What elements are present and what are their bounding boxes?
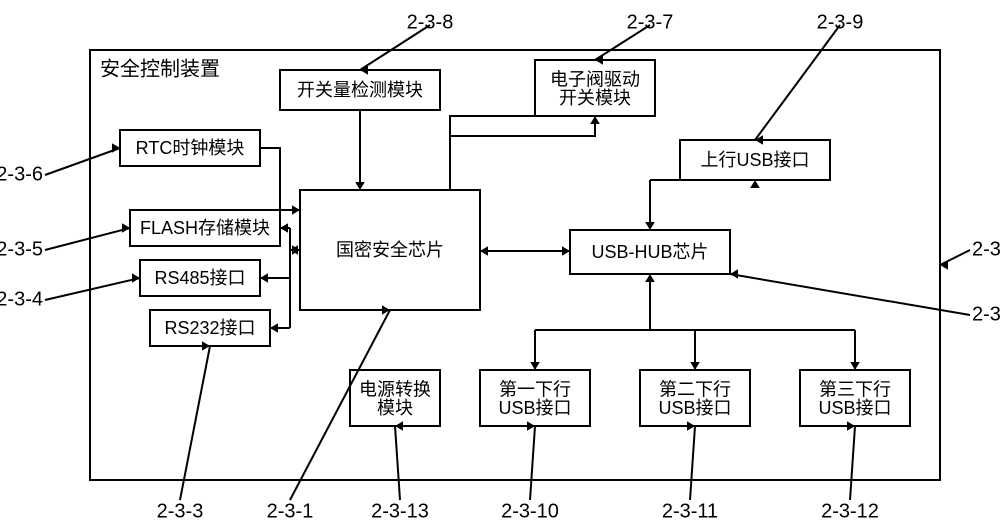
annotation-9: 2-3-1 bbox=[267, 500, 314, 522]
annotation-7: 2-3-2 bbox=[972, 303, 1000, 325]
annotation-13: 2-3-12 bbox=[821, 500, 879, 522]
annotation-10: 2-3-13 bbox=[371, 500, 429, 522]
box-usb2-label-0: 第二下行 bbox=[659, 379, 731, 399]
box-power-label-0: 电源转换 bbox=[359, 379, 431, 399]
box-flash-label: FLASH存储模块 bbox=[140, 218, 270, 238]
annotation-11: 2-3-10 bbox=[501, 500, 559, 522]
annotation-12: 2-3-11 bbox=[662, 500, 718, 522]
box-hub-label: USB-HUB芯片 bbox=[591, 242, 708, 262]
annotation-8: 2-3-3 bbox=[157, 500, 204, 522]
box-usb1-label-0: 第一下行 bbox=[499, 379, 571, 399]
annotation-0: 2-3-8 bbox=[407, 11, 454, 33]
box-rtc-label: RTC时钟模块 bbox=[136, 138, 245, 158]
outer-title: 安全控制装置 bbox=[100, 57, 220, 80]
annotation-4: 2-3-5 bbox=[0, 238, 43, 260]
box-valve-label-1: 开关模块 bbox=[559, 88, 631, 108]
box-usb3-label-1: USB接口 bbox=[818, 398, 891, 418]
annotation-1: 2-3-7 bbox=[627, 11, 674, 33]
box-upusb-label: 上行USB接口 bbox=[700, 150, 809, 170]
box-valve-label-0: 电子阀驱动 bbox=[550, 69, 640, 89]
box-usb2-label-1: USB接口 bbox=[658, 398, 731, 418]
block-diagram: 安全控制装置 RTC时钟模块 FLASH存储模块 RS485接口 RS232接口 开关量检… bbox=[0, 0, 1000, 523]
box-usb1-label-1: USB接口 bbox=[498, 398, 571, 418]
box-usb3-label-0: 第三下行 bbox=[819, 379, 891, 399]
box-rs485-label: RS485接口 bbox=[154, 268, 245, 288]
annotation-6: 2-3 bbox=[972, 238, 1000, 260]
annotation-2: 2-3-9 bbox=[817, 11, 864, 33]
box-power-label-1: 模块 bbox=[377, 398, 413, 418]
box-chip-label: 国密安全芯片 bbox=[336, 240, 444, 260]
box-rs232-label: RS232接口 bbox=[164, 318, 255, 338]
annotation-5: 2-3-4 bbox=[0, 288, 43, 310]
box-switchdet-label: 开关量检测模块 bbox=[297, 80, 423, 100]
annotation-3: 2-3-6 bbox=[0, 163, 43, 185]
